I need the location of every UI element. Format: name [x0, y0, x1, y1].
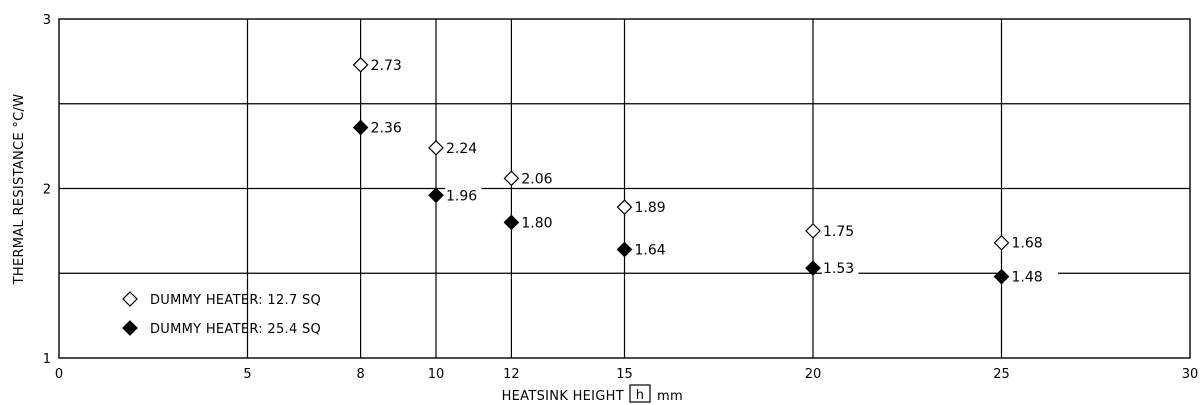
- x-tick-label: 0: [55, 367, 63, 382]
- data-label-background: [445, 139, 482, 156]
- x-tick-label: 12: [503, 367, 520, 382]
- data-point-open-diamond: [352, 56, 369, 73]
- data-label: 1.48: [1012, 270, 1043, 286]
- data-label: 1.64: [635, 243, 666, 259]
- x-tick-label: 30: [1182, 367, 1199, 382]
- data-label: 1.96: [446, 188, 477, 204]
- data-label: 1.89: [635, 200, 666, 216]
- data-point-filled-diamond: [993, 268, 1010, 285]
- x-axis-label-unit: mm: [657, 389, 683, 404]
- data-label-background: [369, 119, 406, 136]
- data-label: 1.75: [823, 224, 854, 240]
- data-point-filled-diamond: [428, 187, 444, 204]
- data-label-background: [822, 260, 859, 277]
- x-tick-label: 5: [243, 367, 251, 382]
- x-tick-label: 25: [993, 367, 1010, 382]
- data-label-background: [633, 241, 670, 258]
- data-label: 1.80: [521, 215, 552, 231]
- data-label: 1.53: [823, 261, 854, 277]
- data-label-background: [445, 187, 482, 204]
- grid-lines: [59, 19, 1190, 358]
- data-label: 2.06: [521, 171, 552, 187]
- x-axis-label-text: HEATSINK HEIGHT: [502, 389, 624, 404]
- data-label-background: [520, 214, 557, 231]
- data-label: 2.73: [371, 58, 402, 74]
- y-tick-label: 2: [43, 183, 51, 198]
- series-dummy-heater-25-4-sq: 2.36 1.96 1.80 1.64 1.53 1.48: [352, 119, 1047, 286]
- data-point-filled-diamond: [352, 119, 369, 136]
- data-label-background: [1010, 234, 1047, 251]
- legend: DUMMY HEATER: 12.7 SQ DUMMY HEATER: 25.4…: [122, 291, 321, 337]
- plot-frame: [58, 18, 1191, 359]
- legend-label-25-4-sq: DUMMY HEATER: 25.4 SQ: [150, 322, 321, 337]
- data-point-open-diamond: [428, 139, 444, 156]
- x-axis-label: HEATSINK HEIGHT h mm: [502, 384, 683, 404]
- data-label: 1.68: [1012, 236, 1043, 252]
- data-label-background: [369, 56, 406, 73]
- x-tick-label: 20: [805, 367, 822, 382]
- x-axis-label-symbol: h: [636, 388, 645, 403]
- data-point-open-diamond: [993, 234, 1010, 251]
- y-axis-label: THERMAL RESISTANCE °C/W: [12, 94, 27, 286]
- y-tick-label: 3: [43, 13, 51, 28]
- x-tick-label: 10: [428, 367, 445, 382]
- legend-marker-filled-diamond: [122, 320, 138, 336]
- data-point-open-diamond: [503, 170, 520, 187]
- data-point-filled-diamond: [503, 214, 520, 231]
- data-series: 2.73 2.24 2.06 1.89 1.75 1.68 2.36 1.96 1.80 1.64…: [352, 56, 1047, 286]
- data-label-background: [822, 222, 859, 239]
- data-point-open-diamond: [805, 223, 821, 239]
- data-label-background: [1010, 268, 1047, 285]
- y-tick-label: 1: [43, 352, 51, 367]
- data-label-background: [633, 199, 670, 216]
- data-point-filled-diamond: [616, 241, 633, 258]
- x-tick-label: 8: [356, 367, 364, 382]
- data-point-filled-diamond: [805, 260, 821, 277]
- series-dummy-heater-12-7-sq: 2.73 2.24 2.06 1.89 1.75 1.68: [352, 56, 1047, 252]
- legend-marker-open-diamond: [122, 291, 138, 307]
- data-label-background: [520, 170, 557, 187]
- x-tick-label: 15: [616, 367, 633, 382]
- x-axis-label-symbol-box: [629, 384, 651, 403]
- data-point-open-diamond: [616, 199, 633, 215]
- legend-label-12-7-sq: DUMMY HEATER: 12.7 SQ: [150, 293, 321, 308]
- data-label: 2.24: [446, 141, 477, 157]
- data-label: 2.36: [371, 120, 402, 136]
